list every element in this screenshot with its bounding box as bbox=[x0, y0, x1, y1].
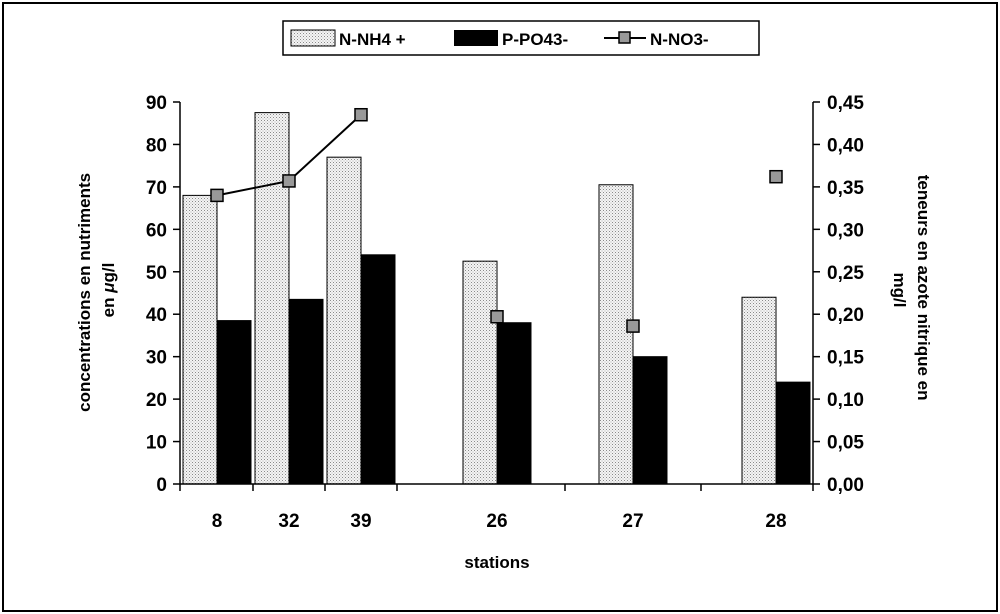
x-tick-label: 39 bbox=[350, 511, 371, 532]
y2-tick-label: 0,30 bbox=[827, 220, 864, 241]
x-tick-label: 27 bbox=[622, 511, 643, 532]
y-tick-label: 20 bbox=[146, 390, 167, 411]
bar-nh4 bbox=[462, 260, 498, 485]
bar-nh4 bbox=[598, 184, 634, 485]
legend-label-no3: N-NO3- bbox=[650, 30, 709, 49]
y-tick-label: 30 bbox=[146, 348, 167, 369]
y-tick-label: 70 bbox=[146, 178, 167, 199]
legend-swatch-no3-marker bbox=[618, 31, 631, 44]
legend-swatch-nh4 bbox=[290, 29, 336, 47]
legend-label-nh4: N-NH4 + bbox=[339, 30, 406, 49]
bar-nh4 bbox=[254, 112, 290, 485]
y2-tick-label: 0,20 bbox=[827, 305, 864, 326]
y-tick-label: 10 bbox=[146, 433, 167, 454]
y2-tick-label: 0,10 bbox=[827, 390, 864, 411]
y2-tick-label: 0,15 bbox=[827, 348, 864, 369]
y2-tick-label: 0,05 bbox=[827, 433, 864, 454]
bar-nh4 bbox=[182, 194, 218, 485]
plot-area: 0 10 20 30 40 50 60 70 80 90 0,00 0,05 0,10 0,15 0,20 0… bbox=[146, 93, 865, 532]
point-no3 bbox=[354, 107, 368, 122]
y-axis-label-line2: en μg/l bbox=[99, 263, 118, 318]
point-no3 bbox=[626, 319, 640, 333]
bar-po4 bbox=[496, 322, 532, 485]
x-tick-label: 8 bbox=[212, 511, 223, 532]
y2-axis-label-line2: mg/l bbox=[890, 273, 909, 308]
bar-nh4 bbox=[326, 156, 362, 485]
y-tick-label: 60 bbox=[146, 220, 167, 241]
legend-label-po4: P-PO43- bbox=[502, 30, 568, 49]
point-no3 bbox=[490, 310, 504, 324]
point-no3 bbox=[282, 174, 296, 188]
legend-box bbox=[282, 20, 760, 56]
bar-po4 bbox=[288, 298, 324, 485]
y-axis-label: concentrations en nutriments en μg/l bbox=[75, 168, 118, 412]
legend-swatch-po4 bbox=[454, 30, 498, 46]
x-tick-label: 32 bbox=[278, 511, 299, 532]
y-tick-label: 50 bbox=[146, 263, 167, 284]
y2-tick-label: 0,40 bbox=[827, 135, 864, 156]
legend: N-NH4 + P-PO43- N-NO3- bbox=[282, 20, 760, 56]
x-axis-label: stations bbox=[464, 553, 529, 572]
bar-po4 bbox=[632, 356, 668, 485]
bar-po4 bbox=[360, 254, 396, 485]
y-tick-label: 40 bbox=[146, 305, 167, 326]
y-axis-label-line1: concentrations en nutriments bbox=[75, 173, 94, 412]
y2-axis-label-line1: teneurs en azote nitrique en bbox=[914, 175, 933, 401]
bar-nh4 bbox=[741, 296, 777, 485]
bar-po4 bbox=[775, 381, 811, 485]
y2-axis-label: teneurs en azote nitrique en mg/l bbox=[890, 175, 933, 406]
x-tick-label: 28 bbox=[765, 511, 786, 532]
y2-tick-label: 0,00 bbox=[827, 475, 864, 496]
x-tick-label: 26 bbox=[486, 511, 507, 532]
y2-tick-label: 0,25 bbox=[827, 263, 864, 284]
y-tick-label: 0 bbox=[156, 475, 167, 496]
y-tick-label: 90 bbox=[146, 93, 167, 114]
point-no3 bbox=[210, 188, 224, 203]
y-tick-label: 80 bbox=[146, 135, 167, 156]
point-no3 bbox=[769, 169, 783, 184]
y2-tick-label: 0,45 bbox=[827, 93, 864, 114]
bar-po4 bbox=[216, 320, 252, 485]
y2-tick-label: 0,35 bbox=[827, 178, 864, 199]
